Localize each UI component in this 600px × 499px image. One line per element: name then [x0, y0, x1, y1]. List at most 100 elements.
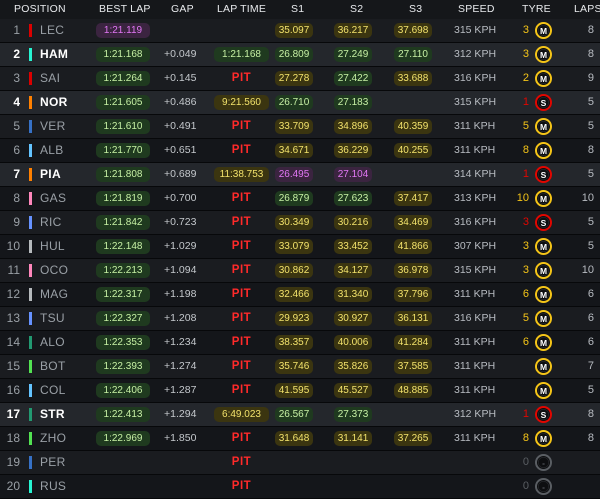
header-s3: S3 — [409, 3, 423, 15]
team-color-bar — [29, 72, 32, 85]
pit-indicator: PIT — [231, 240, 252, 252]
best-lap-time: 1:22.317 — [96, 287, 150, 302]
tyre-age: 1 — [522, 96, 529, 108]
lap-count: 8 — [587, 144, 594, 156]
sector-s1-time: 29.923 — [275, 311, 313, 326]
sector-s1-time: 26.567 — [275, 407, 313, 422]
table-row[interactable]: 17 STR 1:22.413 +1.294 6:49.023 26.567 27.373 3… — [0, 403, 600, 427]
tyre-age: 8 — [522, 144, 529, 156]
tyre-age — [513, 355, 529, 378]
table-row[interactable]: 12 MAG 1:22.317 +1.198 PIT 32.466 31.340 37.796… — [0, 283, 600, 307]
tyre-compound-letter: M — [540, 74, 547, 84]
table-row[interactable]: 5 VER 1:21.610 +0.491 PIT 33.709 34.896 40.359 3… — [0, 115, 600, 139]
best-lap-time: 1:22.969 — [96, 431, 150, 446]
team-color-bar — [29, 432, 32, 445]
sector-s2-time: 27.104 — [334, 167, 372, 182]
sector-s1-time: 26.879 — [275, 191, 313, 206]
position-number: 8 — [13, 191, 20, 205]
driver-code: HUL — [40, 239, 65, 253]
medium-tyre-icon: M — [535, 358, 552, 375]
best-lap-time: 1:22.353 — [96, 335, 150, 350]
soft-tyre-icon: S — [535, 214, 552, 231]
table-row[interactable]: 13 TSU 1:22.327 +1.208 PIT 29.923 30.927 36.131… — [0, 307, 600, 331]
sector-s2-time: 34.896 — [334, 119, 372, 134]
header-gap: GAP — [171, 3, 194, 15]
tyre-compound-letter: M — [540, 386, 547, 396]
sector-s1-time: 26.495 — [275, 167, 313, 182]
tyre-age: 0 — [522, 480, 529, 492]
tyre-compound-letter: M — [540, 146, 547, 156]
table-row[interactable]: 16 COL 1:22.406 +1.287 PIT 41.595 45.527 48.885… — [0, 379, 600, 403]
table-row[interactable]: 19 PER PIT 0 - — [0, 451, 600, 475]
gap-to-leader: +0.651 — [164, 144, 197, 156]
table-row[interactable]: 4 NOR 1:21.605 +0.486 9:21.560 26.710 27.183 31… — [0, 91, 600, 115]
sector-s1-time: 26.710 — [275, 95, 313, 110]
sector-s2-time: 36.229 — [334, 143, 372, 158]
tyre-compound-letter: M — [540, 194, 547, 204]
sector-s3-time: 33.688 — [394, 71, 432, 86]
best-lap-time: 1:21.610 — [96, 119, 150, 134]
tyre-age: 2 — [522, 72, 529, 84]
table-row[interactable]: 11 OCO 1:22.213 +1.094 PIT 30.862 34.127 36.978… — [0, 259, 600, 283]
tyre-compound-letter: S — [541, 98, 547, 108]
table-row[interactable]: 1 LEC 1:21.119 35.097 36.217 37.698 315 KPH 3 M… — [0, 19, 600, 43]
team-color-bar — [29, 240, 32, 253]
table-row[interactable]: 14 ALO 1:22.353 +1.234 PIT 38.357 40.006 41.284… — [0, 331, 600, 355]
lap-count: 5 — [587, 216, 594, 228]
medium-tyre-icon: M — [535, 334, 552, 351]
best-lap-time: 1:22.406 — [96, 383, 150, 398]
position-number: 17 — [6, 407, 20, 421]
pit-indicator: PIT — [231, 72, 252, 84]
soft-tyre-icon: S — [535, 406, 552, 423]
gap-to-leader: +0.049 — [164, 48, 197, 60]
speed-trap: 311 KPH — [454, 336, 496, 348]
pit-indicator: PIT — [231, 144, 252, 156]
last-lap-time: 9:21.560 — [214, 95, 269, 110]
tyre-compound-letter: S — [541, 218, 547, 228]
lap-count: 5 — [587, 96, 594, 108]
team-color-bar — [29, 48, 32, 61]
speed-trap: 316 KPH — [454, 312, 497, 324]
position-number: 10 — [6, 239, 20, 253]
table-row[interactable]: 10 HUL 1:22.148 +1.029 PIT 33.079 33.452 41.866… — [0, 235, 600, 259]
sector-s2-time: 27.422 — [334, 71, 372, 86]
speed-trap: 315 KPH — [454, 96, 497, 108]
header-position: POSITION — [14, 3, 66, 15]
table-row[interactable]: 18 ZHO 1:22.969 +1.850 PIT 31.648 31.141 37.265… — [0, 427, 600, 451]
tyre-age: 1 — [522, 168, 529, 180]
driver-code: LEC — [40, 23, 65, 37]
driver-code: ZHO — [40, 431, 67, 445]
table-row[interactable]: 8 GAS 1:21.819 +0.700 PIT 26.879 27.623 37.417 3… — [0, 187, 600, 211]
sector-s3-time: 40.255 — [394, 143, 432, 158]
medium-tyre-icon: M — [535, 46, 552, 63]
timing-table: 1 LEC 1:21.119 35.097 36.217 37.698 315 KPH 3 M… — [0, 19, 600, 499]
header-s1: S1 — [291, 3, 305, 15]
sector-s3-time: 41.866 — [394, 239, 432, 254]
speed-trap: 315 KPH — [454, 264, 497, 276]
medium-tyre-icon: M — [535, 142, 552, 159]
medium-tyre-icon: M — [535, 70, 552, 87]
table-row[interactable]: 20 RUS PIT 0 - — [0, 475, 600, 499]
tyre-age: 3 — [522, 264, 529, 276]
speed-trap: 316 KPH — [454, 216, 497, 228]
table-row[interactable]: 3 SAI 1:21.264 +0.145 PIT 27.278 27.422 33.688 3… — [0, 67, 600, 91]
driver-code: PIA — [40, 167, 61, 181]
table-row[interactable]: 15 BOT 1:22.393 +1.274 PIT 35.746 35.826 37.585… — [0, 355, 600, 379]
team-color-bar — [29, 144, 32, 157]
sector-s2-time: 27.183 — [334, 95, 372, 110]
tyre-age: 8 — [522, 432, 529, 444]
driver-code: TSU — [40, 311, 65, 325]
table-row[interactable]: 6 ALB 1:21.770 +0.651 PIT 34.671 36.229 40.255 3… — [0, 139, 600, 163]
driver-code: PER — [40, 455, 66, 469]
best-lap-time: 1:22.148 — [96, 239, 150, 254]
position-number: 6 — [13, 143, 20, 157]
medium-tyre-icon: M — [535, 286, 552, 303]
tyre-age: 0 — [522, 456, 529, 468]
position-number: 14 — [6, 335, 20, 349]
team-color-bar — [29, 120, 32, 133]
table-row[interactable]: 7 PIA 1:21.808 +0.689 11:38.753 26.495 27.104 3… — [0, 163, 600, 187]
table-row[interactable]: 2 HAM 1:21.168 +0.049 1:21.168 26.809 27.249 27… — [0, 43, 600, 67]
table-row[interactable]: 9 RIC 1:21.842 +0.723 PIT 30.349 30.216 34.469 3… — [0, 211, 600, 235]
team-color-bar — [29, 456, 32, 469]
speed-trap: 316 KPH — [454, 72, 497, 84]
